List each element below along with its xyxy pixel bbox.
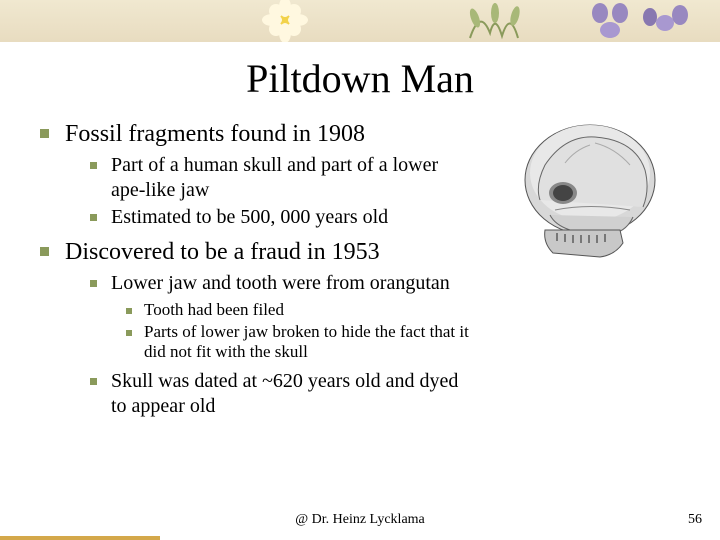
bullet-level2: Lower jaw and tooth were from orangutan [90,271,470,296]
bullet-level3: Parts of lower jaw broken to hide the fa… [126,322,470,363]
bullet-text: Skull was dated at ~620 years old and dy… [111,369,470,419]
bullet-square-icon [40,247,49,256]
bullet-text: Part of a human skull and part of a lowe… [111,153,470,203]
bullet-square-icon [126,330,132,336]
bullet-level2: Skull was dated at ~620 years old and dy… [90,369,470,419]
bullet-text: Lower jaw and tooth were from orangutan [111,271,450,296]
bullet-text: Parts of lower jaw broken to hide the fa… [144,322,470,363]
bullet-square-icon [90,214,97,221]
slide-number: 56 [688,512,702,528]
decorative-banner [0,0,720,42]
bullet-level2: Part of a human skull and part of a lowe… [90,153,470,203]
flower-decoration-1 [250,0,320,42]
slide-title: Piltdown Man [0,55,720,102]
footer-credit: @ Dr. Heinz Lycklama [0,512,720,528]
bullet-square-icon [126,308,132,314]
slide-content: Fossil fragments found in 1908 Part of a… [40,120,470,427]
skull-illustration [495,115,685,275]
bullet-text: Discovered to be a fraud in 1953 [65,238,380,267]
bullet-level1: Fossil fragments found in 1908 [40,120,470,149]
flower-decoration-2 [460,0,540,42]
accent-line [0,536,160,540]
bullet-text: Tooth had been filed [144,300,284,320]
bullet-square-icon [40,129,49,138]
bullet-level3: Tooth had been filed [126,300,470,320]
bullet-square-icon [90,378,97,385]
bullet-square-icon [90,280,97,287]
bullet-level1: Discovered to be a fraud in 1953 [40,238,470,267]
flower-decoration-3 [580,0,700,42]
bullet-square-icon [90,162,97,169]
bullet-text: Estimated to be 500, 000 years old [111,205,388,230]
bullet-level2: Estimated to be 500, 000 years old [90,205,470,230]
bullet-text: Fossil fragments found in 1908 [65,120,365,149]
